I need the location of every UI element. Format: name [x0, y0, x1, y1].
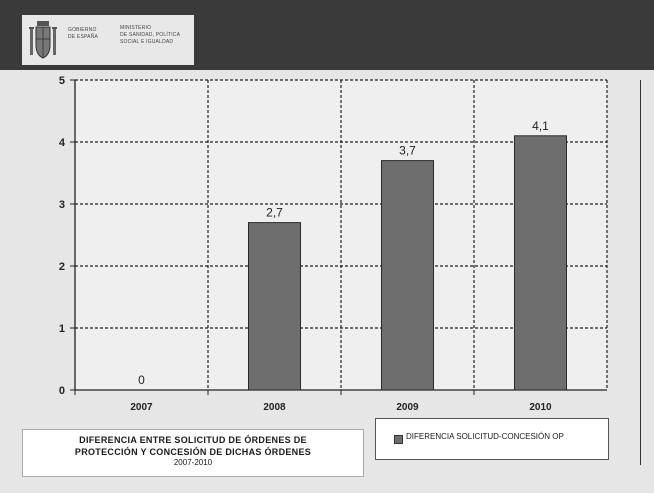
x-tick-label: 2007: [130, 402, 153, 413]
ministry-label: MINISTERIO DE SANIDAD, POLÍTICA SOCIAL E…: [120, 25, 181, 45]
data-label: 3,7: [399, 144, 416, 158]
coat-of-arms-icon: [29, 21, 57, 59]
government-label: GOBIERNO DE ESPAÑA: [68, 27, 99, 40]
chart-legend: DIFERENCIA SOLICITUD-CONCESIÓN OP: [375, 418, 609, 460]
caption-line-3: 2007-2010: [173, 458, 213, 467]
header-bar: GOBIERNO DE ESPAÑA MINISTERIO DE SANIDAD…: [0, 0, 654, 70]
y-tick-label: 1: [59, 323, 65, 335]
ministry-logo: GOBIERNO DE ESPAÑA MINISTERIO DE SANIDAD…: [22, 15, 194, 65]
x-tick-label: 2010: [529, 402, 552, 413]
x-tick-label: 2009: [396, 402, 419, 413]
caption-line-1: DIFERENCIA ENTRE SOLICITUD DE ÓRDENES DE: [79, 435, 307, 445]
data-label: 4,1: [532, 119, 549, 133]
y-tick-label: 0: [59, 385, 65, 397]
y-tick-label: 3: [59, 199, 65, 211]
data-label: 0: [138, 373, 145, 387]
bar-chart: 0 1 2 3 4 5 0 2007 2,7 2008 3,7 2009 4,1 2010: [59, 75, 608, 413]
bar: [248, 222, 301, 391]
data-label: 2,7: [266, 206, 283, 220]
legend-label: DIFERENCIA SOLICITUD-CONCESIÓN OP: [406, 432, 564, 441]
chart-caption: DIFERENCIA ENTRE SOLICITUD DE ÓRDENES DE…: [22, 429, 364, 477]
caption-line-2: PROTECCIÓN Y CONCESIÓN DE DICHAS ÓRDENES: [74, 447, 312, 457]
legend-swatch: [394, 435, 403, 444]
y-tick-label: 2: [59, 261, 65, 273]
y-tick-label: 4: [59, 137, 66, 149]
y-tick-label: 5: [59, 75, 65, 87]
right-divider: [640, 80, 641, 465]
bar: [381, 160, 434, 391]
bar: [514, 135, 567, 391]
x-tick-label: 2008: [263, 402, 286, 413]
